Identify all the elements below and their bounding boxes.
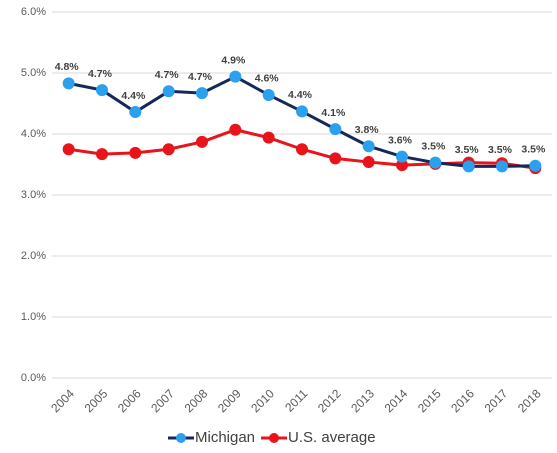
data-label: 4.8% [55, 61, 80, 73]
legend-marker [176, 433, 186, 443]
legend-label: U.S. average [288, 429, 376, 446]
x-tick-label: 2008 [182, 386, 211, 415]
data-point [296, 105, 308, 118]
data-point [462, 160, 475, 173]
x-tick-label: 2006 [115, 386, 144, 415]
y-tick-label: 2.0% [21, 250, 46, 262]
data-point [129, 106, 142, 119]
data-label: 4.1% [321, 107, 346, 119]
y-tick-label: 5.0% [21, 67, 46, 79]
data-label: 4.7% [155, 69, 180, 81]
data-label: 4.9% [221, 54, 246, 66]
data-label: 3.5% [455, 144, 480, 156]
data-label: 3.8% [355, 124, 380, 136]
data-label: 3.6% [388, 134, 413, 146]
data-label: 4.4% [288, 89, 313, 101]
data-point [229, 123, 242, 136]
data-label: 3.5% [488, 144, 513, 156]
data-label: 3.5% [521, 144, 546, 156]
data-point [262, 131, 275, 144]
data-label: 4.6% [255, 73, 280, 85]
legend-label: Michigan [195, 429, 255, 446]
data-point [96, 84, 108, 97]
x-tick-label: 2004 [48, 386, 77, 415]
data-point [129, 146, 142, 159]
data-point [329, 152, 342, 165]
data-point [496, 160, 508, 173]
data-point [162, 85, 175, 98]
data-point [429, 156, 442, 169]
data-label: 3.5% [421, 140, 446, 152]
data-point [162, 143, 175, 156]
data-label: 4.7% [88, 68, 113, 80]
data-point [62, 77, 75, 90]
x-tick-label: 2016 [448, 386, 477, 415]
x-tick-label: 2018 [515, 386, 544, 415]
x-tick-label: 2017 [482, 386, 511, 415]
legend: Michigan U.S. average [168, 429, 376, 446]
y-tick-label: 6.0% [21, 6, 46, 18]
data-point [196, 135, 208, 148]
x-tick-label: 2005 [82, 386, 111, 415]
x-tick-label: 2010 [248, 386, 277, 415]
x-tick-label: 2009 [215, 386, 244, 415]
x-tick-label: 2013 [348, 386, 377, 415]
x-tick-label: 2014 [382, 386, 411, 415]
data-point [196, 87, 208, 100]
data-label: 4.7% [188, 71, 213, 83]
data-point [296, 143, 308, 156]
data-point [329, 123, 342, 136]
data-point [396, 159, 408, 172]
data-point [229, 70, 242, 83]
data-point [362, 156, 375, 169]
y-tick-label: 4.0% [21, 128, 46, 140]
y-tick-label: 1.0% [21, 311, 46, 323]
x-tick-label: 2012 [315, 386, 344, 415]
x-tick-label: 2007 [148, 386, 177, 415]
y-tick-label: 0.0% [21, 372, 46, 384]
x-tick-label: 2011 [282, 386, 310, 414]
data-point [62, 143, 75, 156]
y-tick-label: 3.0% [21, 189, 46, 201]
data-point [96, 148, 108, 161]
data-point [529, 159, 542, 172]
data-point [262, 88, 275, 101]
x-tick-label: 2015 [415, 386, 444, 415]
data-point [396, 150, 408, 163]
data-point [362, 140, 375, 153]
legend-marker [269, 433, 280, 443]
data-label: 4.4% [121, 90, 146, 102]
